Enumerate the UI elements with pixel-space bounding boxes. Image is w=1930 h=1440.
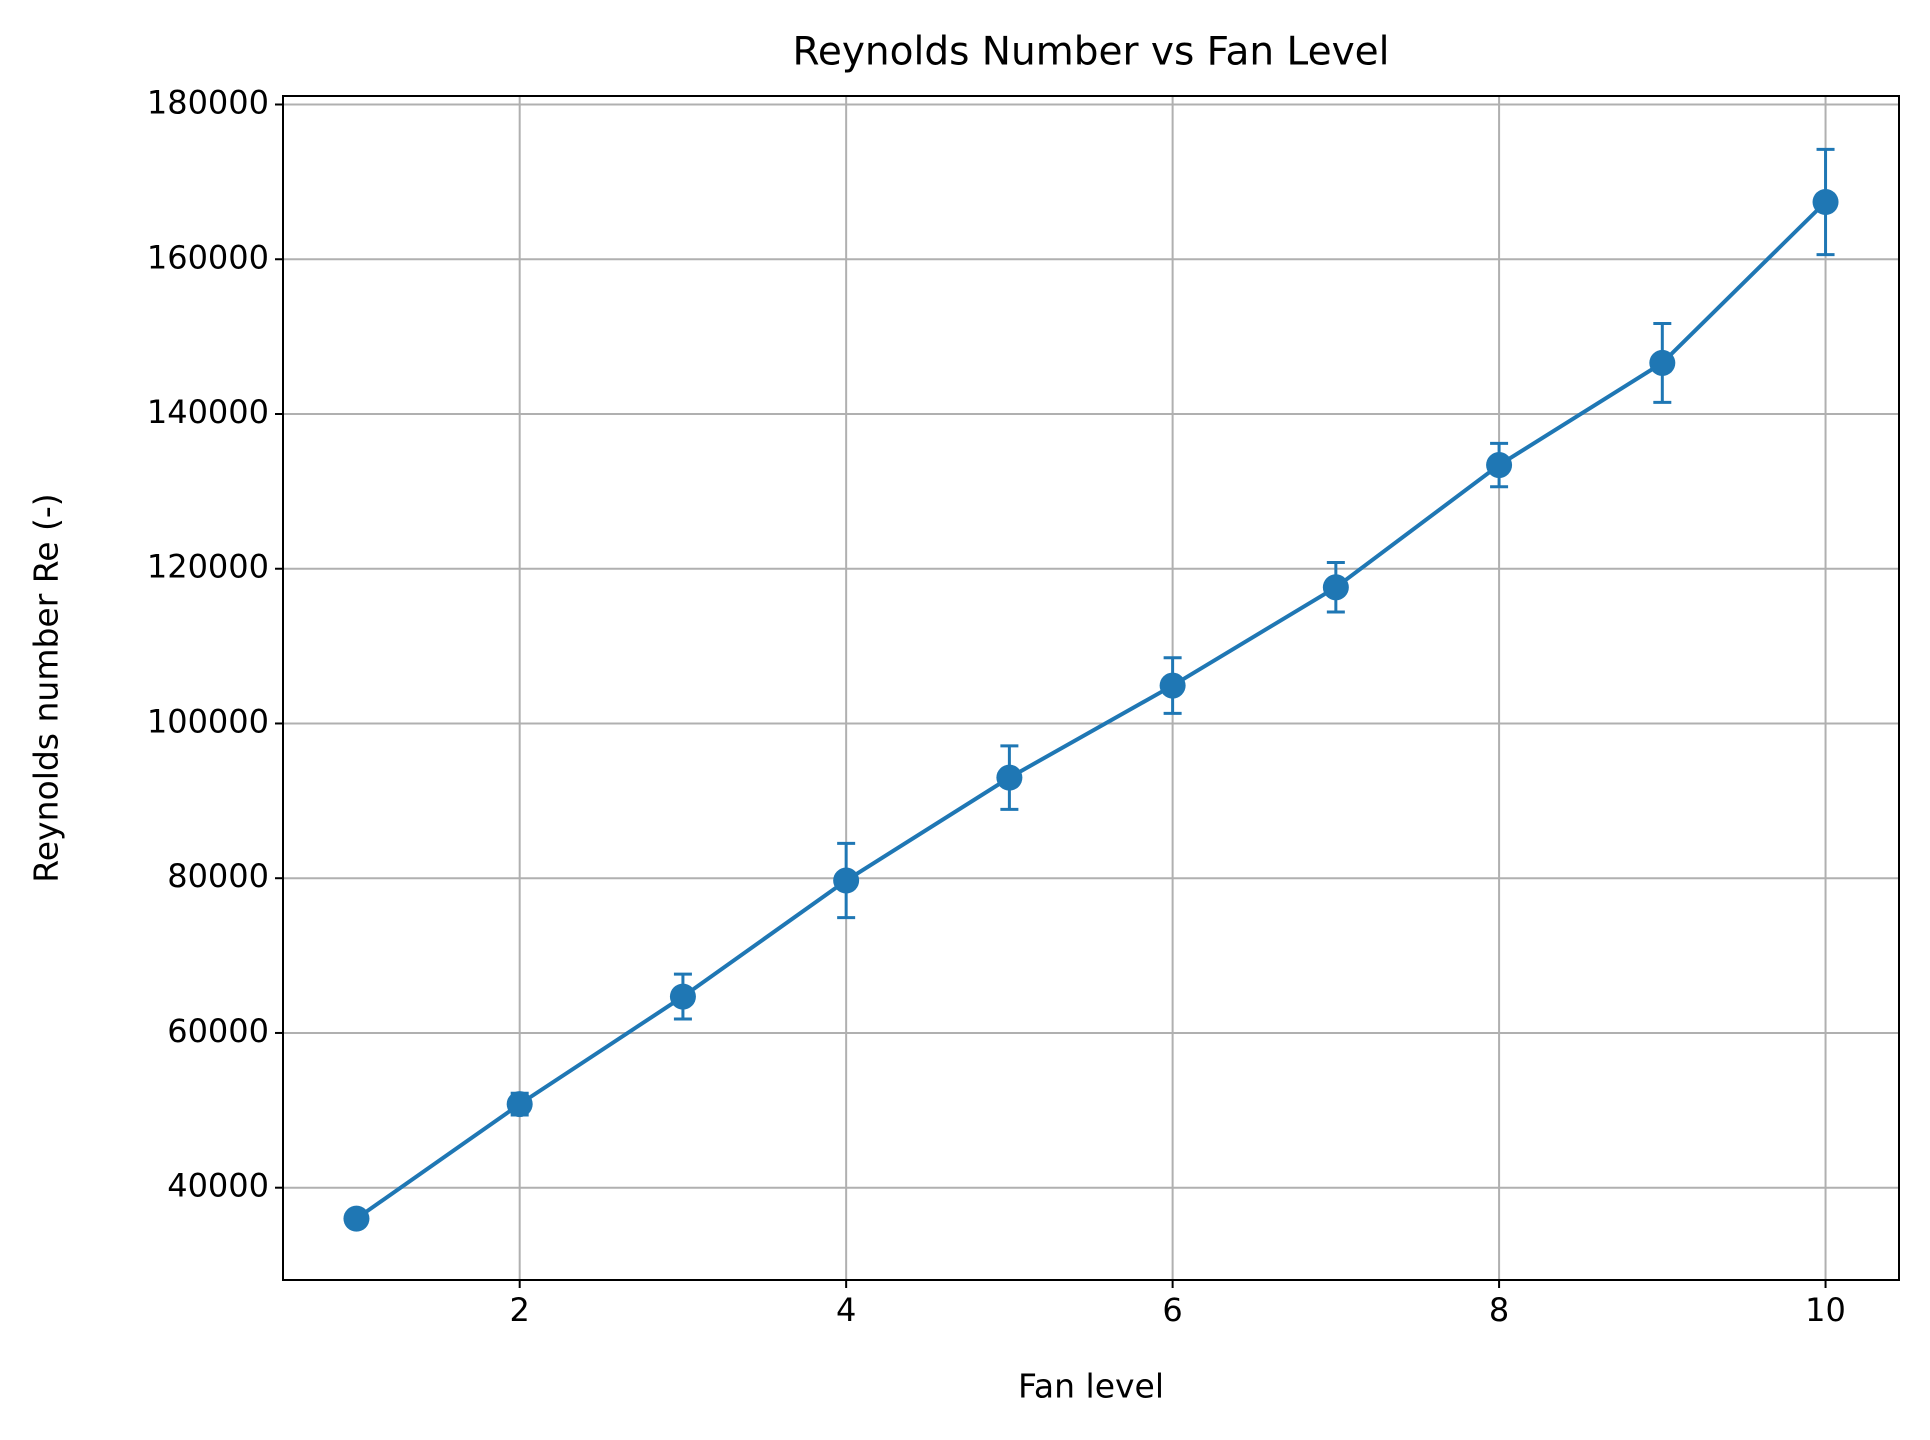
data-line [355,200,1827,1221]
y-tick-label: 140000 [147,393,269,431]
data-point [833,867,860,894]
data-point [506,1091,533,1118]
plot-frame [282,95,1900,1281]
y-tick-label: 60000 [167,1012,269,1050]
data-point [1486,452,1513,479]
x-tick-label: 4 [836,1291,856,1329]
y-tick-label: 80000 [167,857,269,895]
y-tick-label: 40000 [167,1167,269,1205]
x-tick-label: 8 [1489,1291,1509,1329]
chart-title: Reynolds Number vs Fan Level [793,30,1390,75]
y-axis-label: Reynolds number Re (-) [27,493,66,882]
x-axis-label: Fan level [1018,1367,1164,1406]
y-tick-label: 180000 [147,84,269,122]
y-tick-label: 160000 [147,238,269,276]
data-point [1159,672,1186,699]
x-tick-label: 6 [1162,1291,1182,1329]
y-tick-label: 120000 [147,548,269,586]
x-tick-label: 2 [510,1291,530,1329]
data-point [1322,574,1349,601]
data-point [1649,349,1676,376]
data-point [343,1205,370,1232]
data-point [1812,188,1839,215]
x-tick-label: 10 [1805,1291,1846,1329]
data-point [669,983,696,1010]
data-point [996,764,1023,791]
y-tick-label: 100000 [147,702,269,740]
